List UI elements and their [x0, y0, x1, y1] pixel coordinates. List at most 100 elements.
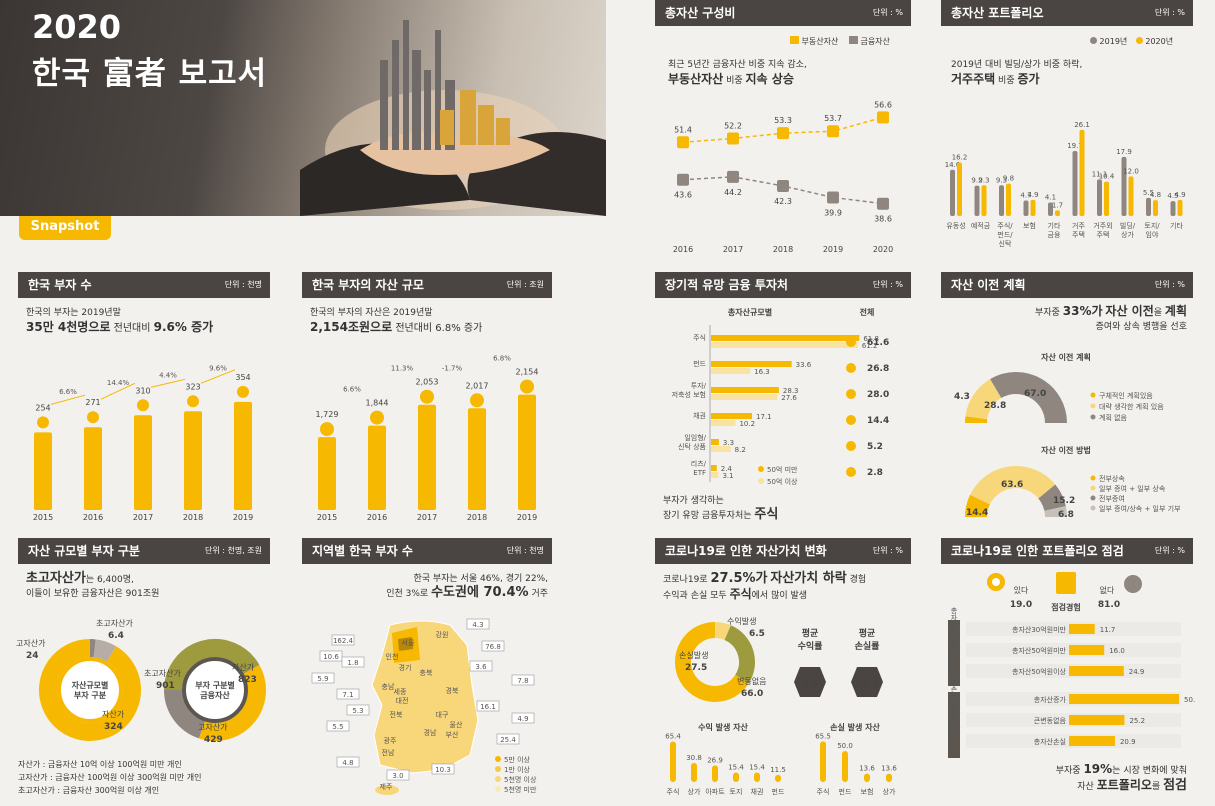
bar — [864, 773, 870, 782]
house-marker — [877, 197, 889, 210]
pie-slice — [990, 372, 1067, 424]
panel-header: 자산 이전 계획 단위 : % — [941, 272, 1193, 298]
chart-legend: 부동산자산 금융자산 — [790, 36, 890, 47]
bar — [842, 751, 848, 782]
region-value: 76.8 — [485, 643, 501, 651]
legend-label: 5천명 미만 — [504, 785, 537, 794]
pie-slice — [970, 466, 1056, 505]
panel-desc: 최근 5년간 금융자산 비중 지속 감소, 부동산자산 비중 지속 상승 — [668, 58, 908, 88]
x-tick-label: 주택 — [1072, 230, 1085, 239]
x-tick-label: 2019 — [823, 245, 843, 254]
desc-strong: 부동산자산 — [668, 72, 724, 86]
x-tick-label: 2018 — [183, 513, 203, 522]
donut-value: 66.0 — [741, 689, 763, 699]
x-tick-label: 기타 — [1048, 221, 1061, 230]
bar-value: 4.9 — [1027, 191, 1038, 199]
x-tick-label: 2020 — [873, 245, 893, 254]
bar-value: 2,017 — [466, 381, 489, 390]
x-tick-label: 빌딩/ — [1120, 221, 1136, 230]
bar-value: 13.6 — [881, 765, 897, 773]
legend-dot — [1090, 495, 1096, 501]
desc-text: 수익과 손실 모두 — [663, 591, 727, 601]
region-value: 16.1 — [480, 703, 496, 711]
region-value: 4.8 — [342, 759, 353, 767]
desc-strong: 자산 이전 — [1105, 304, 1154, 318]
unit-label: 단위 : 조원 — [506, 280, 544, 289]
desc-strong: 27.5%가 — [710, 571, 768, 586]
region-label: 광주 — [384, 737, 397, 745]
x-tick-label: 상가 — [688, 787, 701, 796]
bar — [1153, 200, 1158, 216]
bar-value: 11.1 — [1092, 170, 1108, 178]
unit-label: 단위 : % — [872, 280, 903, 289]
unit-label: 단위 : % — [1154, 280, 1185, 289]
region-value: 5.3 — [352, 707, 363, 715]
category-label: 총자산증가 — [1034, 695, 1067, 704]
value-box — [336, 688, 360, 700]
x-tick-label: 보험 — [861, 788, 874, 796]
panel-title: 자산 이전 계획 — [951, 278, 1026, 292]
bar — [820, 741, 826, 782]
avg-badge — [794, 667, 826, 697]
x-tick-label: 2017 — [133, 513, 153, 522]
panel-header: 자산 규모별 부자 구분 단위 : 천명, 조원 — [18, 538, 270, 564]
growth-label: 14.4% — [107, 379, 130, 387]
y-tick-label: 신탁 상품 — [678, 442, 707, 451]
desc-line: 한국의 부자의 자산은 2019년말 — [310, 308, 433, 318]
bar-value: 26.1 — [1074, 121, 1090, 129]
bar — [711, 465, 717, 471]
bar — [957, 162, 962, 216]
legend-label: 계획 없음 — [1099, 413, 1128, 422]
donut-value: 24 — [26, 651, 39, 661]
desc-line: 증여와 상속 병행을 선호 — [1095, 322, 1187, 332]
x-tick-label: 2017 — [417, 513, 437, 522]
foot-text: 장기 유망 금융투자처는 — [663, 511, 752, 521]
clipboard-icon — [1056, 572, 1076, 594]
category-label: 총자산50억원미만 — [1012, 646, 1067, 655]
foot-strong: 점검 — [1163, 778, 1187, 793]
foot-text: 는 시장 변화에 맞춰 — [1112, 766, 1187, 776]
pie-slice — [1037, 484, 1066, 512]
data-label: 38.6 — [874, 215, 892, 224]
x-tick-label: 거주외 — [1093, 221, 1112, 230]
side-label: 수익/손실 경험별 — [950, 669, 958, 723]
donut-slice — [164, 689, 206, 739]
pie-value: 67.0 — [1024, 389, 1046, 399]
bar-value: 10.2 — [739, 420, 755, 428]
panel-title: 총자산 구성비 — [665, 6, 736, 20]
avg-badge — [851, 667, 883, 697]
bar-value: 28.3 — [783, 387, 799, 395]
panel-desc: 코로나19로 27.5%가 자산가치 하락 경험 수익과 손실 모두 주식에서 … — [663, 572, 913, 603]
legend-dot — [758, 466, 764, 472]
x-tick-label: 아파트 — [705, 787, 725, 796]
donut-center — [57, 657, 123, 723]
column-header: 전체 — [860, 307, 875, 317]
donut-center-label: 자산규모별 — [72, 680, 109, 690]
avg-value: 2.9 — [802, 679, 818, 689]
bar-value: 354 — [235, 373, 250, 382]
bar-value: 24.9 — [1129, 668, 1145, 676]
x-tick-label: 보험 — [1023, 222, 1036, 230]
region-label: 대전 — [396, 696, 409, 705]
bar — [1048, 202, 1053, 216]
region-value: 4.3 — [472, 621, 483, 629]
bar-value: 16.2 — [952, 154, 968, 162]
value-box — [331, 634, 355, 646]
donut-center-label: 부자 구분별 — [195, 680, 235, 690]
answer-label: 점검경험 — [1051, 602, 1080, 612]
category-label: 큰변동없음 — [1034, 717, 1067, 725]
legend-label: 구체적인 계획있음 — [1099, 391, 1153, 400]
bar — [711, 446, 731, 452]
donut-center — [182, 657, 248, 723]
value-box — [511, 712, 535, 724]
bar — [711, 335, 860, 341]
legend-dot — [495, 786, 501, 792]
pie-value: 63.6 — [1001, 480, 1023, 490]
bar-value: 4.7 — [1020, 191, 1031, 199]
data-label: 53.7 — [824, 114, 842, 123]
region-label: 경남 — [424, 728, 437, 737]
bar-value: 50.0 — [1184, 696, 1195, 704]
panel-header: 한국 부자의 자산 규모 단위 : 조원 — [302, 272, 552, 298]
answer-value: 19.0 — [1010, 600, 1032, 610]
